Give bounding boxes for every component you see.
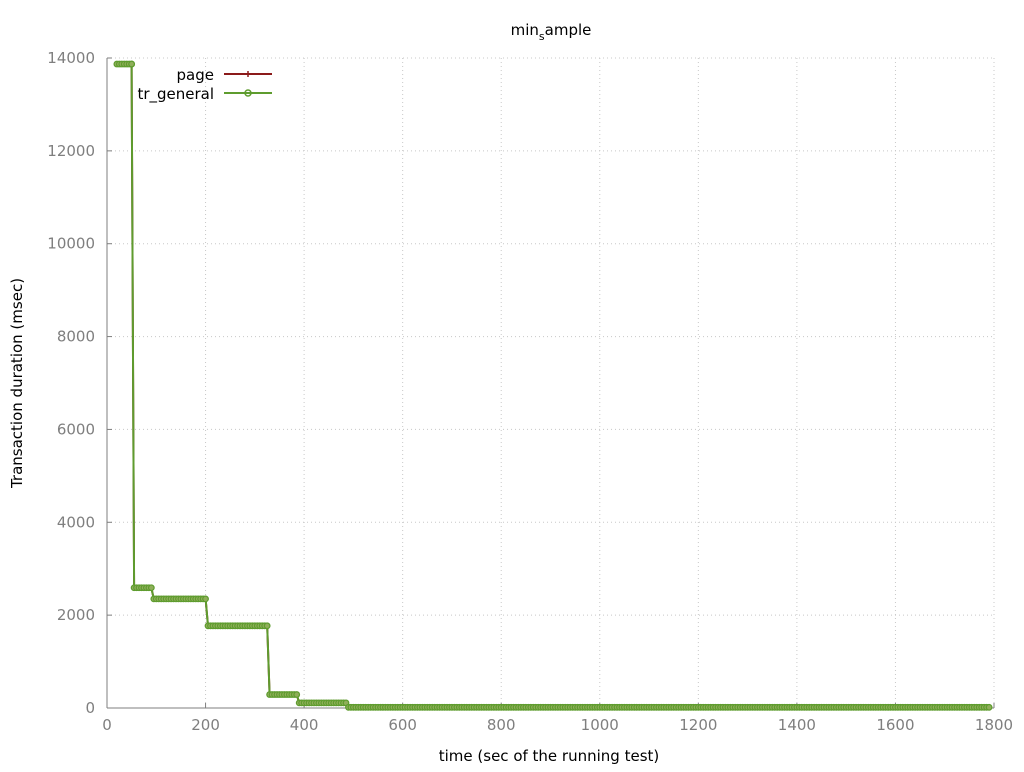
y-tick-label-2: 4000	[57, 513, 95, 531]
legend: page tr_general	[137, 66, 272, 104]
data-point-tr_general-355	[985, 703, 993, 711]
y-tick-label-3: 6000	[57, 420, 95, 438]
data-point-tr_general-62	[263, 622, 271, 630]
chart-title-subscript: s	[539, 30, 545, 43]
data-point-tr_general-7	[128, 60, 136, 68]
series	[113, 60, 993, 711]
tick-labels: 0 200 400 600 800 1000 1200 1400 1600 1800 0 2000 40…	[47, 49, 1013, 734]
x-tick-label-2: 400	[290, 716, 319, 734]
data-point-tr_general-37	[202, 595, 209, 603]
x-tick-label-7: 1400	[778, 716, 816, 734]
series-tr_general	[113, 60, 993, 711]
y-tick-label-0: 0	[85, 699, 95, 717]
chart-title-main: min	[511, 21, 539, 39]
legend-label-page: page	[177, 66, 214, 84]
y-axis-title: Transaction duration (msec)	[8, 278, 26, 489]
x-tick-label-9: 1800	[975, 716, 1013, 734]
y-tick-label-1: 2000	[57, 606, 95, 624]
data-point-tr_general-15	[147, 584, 155, 592]
series-page	[113, 61, 993, 711]
x-tick-label-8: 1600	[876, 716, 914, 734]
chart-title-rest: ample	[545, 21, 592, 39]
data-point-tr_general-74	[293, 691, 301, 698]
axes	[106, 57, 995, 709]
grid	[107, 57, 995, 708]
x-tick-label-0: 0	[102, 716, 112, 734]
chart-title: minsample	[511, 21, 592, 43]
x-tick-label-1: 200	[191, 716, 220, 734]
x-tick-label-5: 1000	[581, 716, 619, 734]
legend-marker-tr-general	[244, 89, 252, 97]
series-line-page	[116, 63, 990, 709]
legend-label-tr-general: tr_general	[137, 85, 214, 104]
x-tick-label-6: 1200	[679, 716, 717, 734]
y-tick-label-5: 10000	[47, 235, 95, 253]
y-tick-label-6: 12000	[47, 142, 95, 160]
x-axis-title: time (sec of the running test)	[439, 747, 660, 765]
y-tick-label-4: 8000	[57, 328, 95, 346]
series-line-tr_general	[116, 63, 990, 709]
x-tick-label-3: 600	[388, 716, 417, 734]
x-tick-label-4: 800	[487, 716, 516, 734]
y-tick-label-7: 14000	[47, 49, 95, 67]
legend-marker-page	[245, 71, 251, 77]
